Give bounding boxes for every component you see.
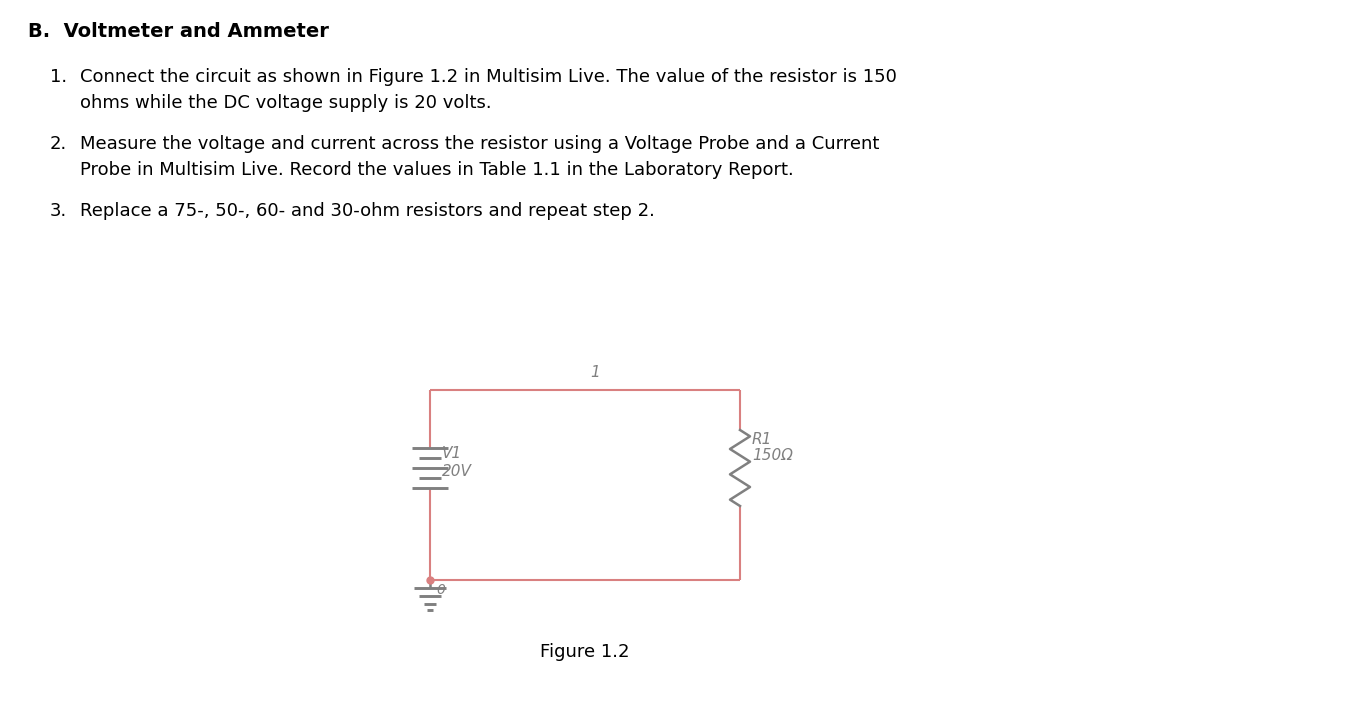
- Text: 1: 1: [590, 365, 599, 380]
- Text: R1: R1: [753, 432, 773, 447]
- Text: V1: V1: [442, 446, 462, 461]
- Text: 150Ω: 150Ω: [753, 448, 793, 463]
- Text: 3.: 3.: [50, 202, 68, 220]
- Text: B.  Voltmeter and Ammeter: B. Voltmeter and Ammeter: [28, 22, 330, 41]
- Text: Figure 1.2: Figure 1.2: [540, 643, 629, 661]
- Text: 2.: 2.: [50, 135, 68, 153]
- Text: Connect the circuit as shown in Figure 1.2 in Multisim Live. The value of the re: Connect the circuit as shown in Figure 1…: [80, 68, 896, 111]
- Text: 1.: 1.: [50, 68, 68, 86]
- Text: 0: 0: [437, 583, 445, 597]
- Text: Measure the voltage and current across the resistor using a Voltage Probe and a : Measure the voltage and current across t…: [80, 135, 880, 179]
- Text: Replace a 75-, 50-, 60- and 30-ohm resistors and repeat step 2.: Replace a 75-, 50-, 60- and 30-ohm resis…: [80, 202, 655, 220]
- Text: 20V: 20V: [442, 464, 472, 479]
